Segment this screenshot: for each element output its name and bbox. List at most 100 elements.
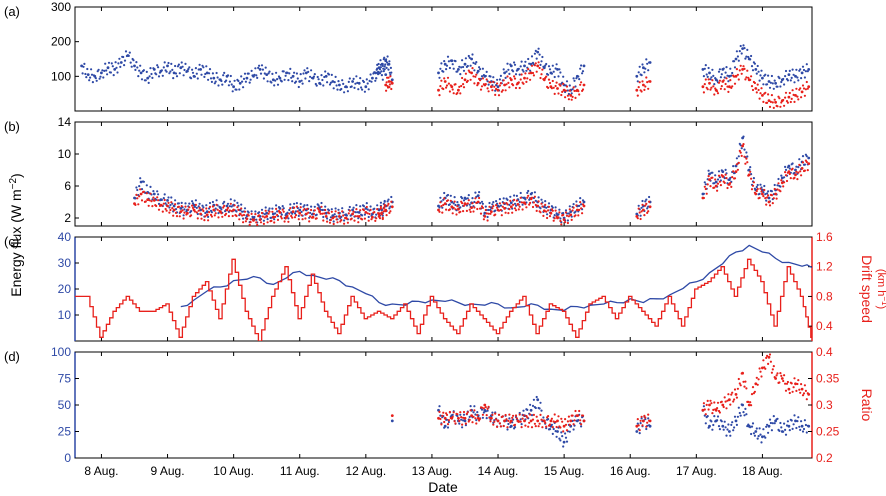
data-point-e8201b (741, 68, 744, 71)
data-point-e8201b (718, 180, 722, 183)
data-point-e8201b (731, 176, 734, 179)
data-layer (80, 44, 811, 109)
data-point-2e49a6 (552, 427, 555, 431)
data-point-2e49a6 (247, 211, 250, 214)
data-point-2e49a6 (712, 74, 715, 77)
data-point-e8201b (734, 74, 738, 78)
data-point-2e49a6 (780, 426, 783, 429)
data-point-e8201b (494, 213, 497, 216)
data-point-e8201b (560, 93, 563, 97)
data-point-e8201b (716, 92, 720, 95)
data-point-e8201b (497, 209, 501, 212)
data-point-e8201b (508, 413, 511, 416)
data-point-e8201b (524, 424, 527, 427)
data-point-2e49a6 (729, 67, 732, 70)
data-point-e8201b (555, 81, 558, 84)
data-point-e8201b (528, 421, 531, 424)
data-point-2e49a6 (505, 70, 508, 73)
data-point-e8201b (755, 376, 758, 379)
data-point-2e49a6 (702, 192, 706, 195)
data-point-2e49a6 (764, 436, 767, 439)
data-point-e8201b (511, 416, 514, 419)
data-point-e8201b (448, 208, 451, 211)
data-point-e8201b (772, 106, 775, 109)
data-point-e8201b (529, 413, 532, 416)
data-point-2e49a6 (764, 73, 767, 76)
data-point-e8201b (726, 85, 729, 88)
data-point-e8201b (142, 190, 145, 193)
data-point-e8201b (731, 85, 734, 88)
data-point-e8201b (282, 210, 285, 213)
data-point-2e49a6 (520, 423, 523, 426)
data-point-2e49a6 (557, 213, 560, 216)
data-point-2e49a6 (646, 207, 649, 210)
data-point-e8201b (747, 173, 751, 177)
data-point-e8201b (529, 419, 533, 423)
data-point-e8201b (203, 219, 206, 222)
data-point-2e49a6 (194, 67, 197, 70)
data-point-e8201b (726, 186, 729, 190)
data-point-2e49a6 (267, 72, 270, 75)
data-point-e8201b (489, 420, 492, 423)
data-point-2e49a6 (179, 66, 183, 70)
data-point-e8201b (533, 422, 537, 425)
data-point-e8201b (761, 192, 764, 196)
data-point-e8201b (271, 215, 275, 219)
data-point-e8201b (439, 201, 442, 204)
data-point-2e49a6 (343, 219, 346, 222)
data-point-e8201b (547, 415, 550, 418)
data-point-e8201b (253, 218, 256, 221)
data-point-2e49a6 (463, 419, 467, 423)
data-point-2e49a6 (556, 430, 559, 433)
data-point-e8201b (735, 68, 739, 71)
data-point-2e49a6 (793, 81, 796, 84)
data-point-2e49a6 (484, 205, 487, 208)
data-point-e8201b (459, 92, 462, 95)
data-point-e8201b (777, 182, 780, 185)
data-point-2e49a6 (451, 63, 454, 66)
data-point-e8201b (536, 419, 540, 423)
data-point-2e49a6 (357, 81, 361, 85)
data-point-e8201b (786, 101, 790, 104)
data-point-2e49a6 (769, 81, 773, 84)
data-point-e8201b (485, 414, 488, 417)
data-point-e8201b (764, 367, 767, 370)
data-point-2e49a6 (537, 196, 540, 199)
data-point-2e49a6 (210, 211, 213, 214)
data-point-2e49a6 (258, 68, 262, 71)
data-point-e8201b (437, 88, 440, 92)
data-point-2e49a6 (275, 204, 278, 207)
data-point-e8201b (531, 71, 535, 75)
data-point-e8201b (752, 181, 756, 184)
data-point-2e49a6 (122, 55, 125, 59)
panel-d-frame (74, 351, 813, 459)
data-point-2e49a6 (439, 414, 442, 417)
data-point-2e49a6 (293, 71, 296, 74)
data-point-e8201b (780, 374, 783, 377)
data-point-e8201b (502, 202, 505, 205)
data-point-e8201b (784, 171, 787, 174)
data-point-e8201b (506, 75, 509, 78)
data-point-2e49a6 (273, 84, 276, 87)
data-point-2e49a6 (562, 75, 565, 78)
data-point-e8201b (174, 211, 178, 214)
data-point-e8201b (446, 76, 450, 79)
data-point-2e49a6 (330, 208, 333, 211)
data-point-e8201b (480, 85, 484, 88)
data-point-e8201b (354, 215, 357, 218)
data-point-e8201b (805, 160, 808, 164)
data-point-2e49a6 (327, 73, 331, 76)
data-point-2e49a6 (758, 192, 761, 195)
data-point-2e49a6 (758, 427, 761, 430)
data-point-e8201b (326, 220, 329, 223)
data-point-e8201b (471, 202, 474, 205)
data-point-2e49a6 (443, 60, 446, 63)
data-point-2e49a6 (202, 206, 205, 209)
data-point-2e49a6 (139, 64, 142, 67)
data-point-2e49a6 (367, 215, 370, 219)
data-point-e8201b (637, 207, 640, 210)
data-point-e8201b (167, 201, 170, 204)
data-point-2e49a6 (728, 74, 731, 78)
data-point-e8201b (800, 96, 803, 99)
